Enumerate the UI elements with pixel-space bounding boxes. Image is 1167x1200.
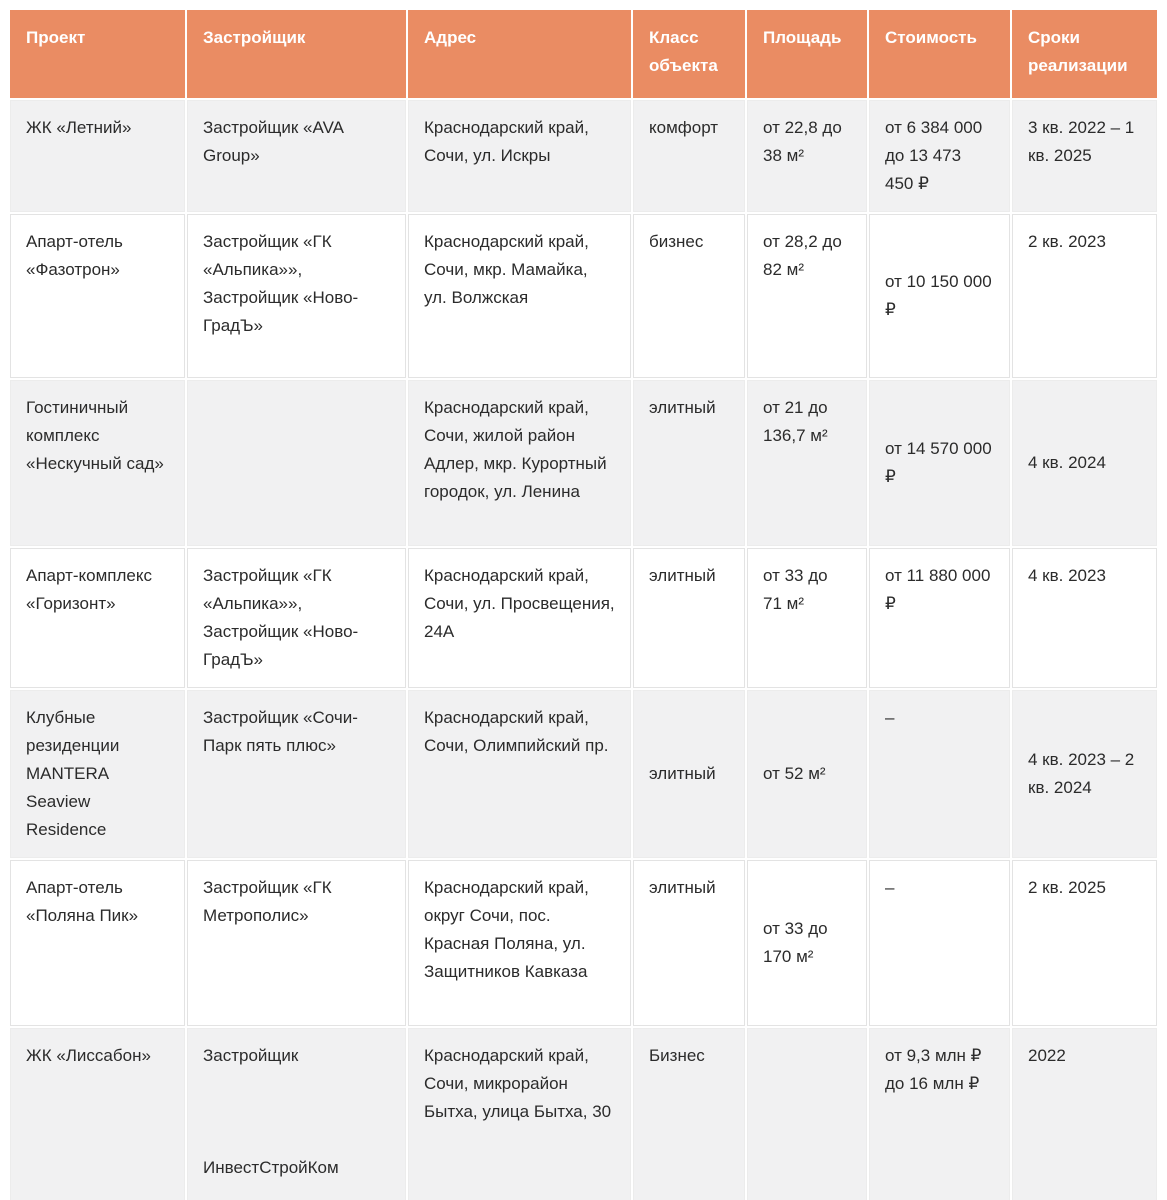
cell-price: – <box>869 690 1010 858</box>
table-row: Гостиничный комплекс «Нескучный сад» Кра… <box>10 380 1157 546</box>
cell-area: от 33 до 71 м² <box>747 548 867 688</box>
cell-price: от 14 570 000 ₽ <box>869 380 1010 546</box>
cell-price: – <box>869 860 1010 1026</box>
cell-area: от 33 до 170 м² <box>747 860 867 1026</box>
col-header-price: Стоимость <box>869 10 1010 98</box>
cell-address: Краснодарский край, Сочи, ул. Искры <box>408 100 631 212</box>
cell-developer: Застройщик «ГК «Альпика»», Застройщик «Н… <box>187 548 406 688</box>
cell-price: от 9,3 млн ₽ до 16 млн ₽ <box>869 1028 1010 1200</box>
cell-developer: Застройщик «ГК Метрополис» <box>187 860 406 1026</box>
cell-address: Краснодарский край, Сочи, Олимпийский пр… <box>408 690 631 858</box>
col-header-project: Проект <box>10 10 185 98</box>
cell-project: ЖК «Лиссабон» <box>10 1028 185 1200</box>
col-header-area: Площадь <box>747 10 867 98</box>
cell-price: от 11 880 000 ₽ <box>869 548 1010 688</box>
cell-timeline: 2 кв. 2025 <box>1012 860 1157 1026</box>
cell-project: ЖК «Летний» <box>10 100 185 212</box>
header-row: Проект Застройщик Адрес Класс объекта Пл… <box>10 10 1157 98</box>
col-header-object-class: Класс объекта <box>633 10 745 98</box>
col-header-timeline: Сроки реализации <box>1012 10 1157 98</box>
cell-object-class: элитный <box>633 860 745 1026</box>
col-header-developer: Застройщик <box>187 10 406 98</box>
cell-price: от 6 384 000 до 13 473 450 ₽ <box>869 100 1010 212</box>
table-row: ЖК «Летний» Застройщик «AVA Group» Красн… <box>10 100 1157 212</box>
cell-timeline: 4 кв. 2024 <box>1012 380 1157 546</box>
cell-project: Апарт-отель «Фазотрон» <box>10 214 185 378</box>
cell-developer: Застройщик «Сочи-Парк пять плюс» <box>187 690 406 858</box>
table-row: Апарт-отель «Поляна Пик» Застройщик «ГК … <box>10 860 1157 1026</box>
cell-timeline: 4 кв. 2023 – 2 кв. 2024 <box>1012 690 1157 858</box>
cell-address: Краснодарский край, Сочи, микрорайон Быт… <box>408 1028 631 1200</box>
cell-object-class: Бизнес <box>633 1028 745 1200</box>
cell-area: от 28,2 до 82 м² <box>747 214 867 378</box>
cell-developer: Застройщик ИнвестСтройКом <box>187 1028 406 1200</box>
cell-project: Гостиничный комплекс «Нескучный сад» <box>10 380 185 546</box>
cell-address: Краснодарский край, округ Сочи, пос. Кра… <box>408 860 631 1026</box>
cell-object-class: элитный <box>633 380 745 546</box>
table-row: ЖК «Лиссабон» Застройщик ИнвестСтройКом … <box>10 1028 1157 1200</box>
cell-address: Краснодарский край, Сочи, ул. Просвещени… <box>408 548 631 688</box>
cell-price: от 10 150 000 ₽ <box>869 214 1010 378</box>
cell-object-class: бизнес <box>633 214 745 378</box>
table-row: Апарт-отель «Фазотрон» Застройщик «ГК «А… <box>10 214 1157 378</box>
projects-table: Проект Застройщик Адрес Класс объекта Пл… <box>8 8 1159 1200</box>
cell-project: Клубные резиденции MANTERA Seaview Resid… <box>10 690 185 858</box>
cell-timeline: 2022 <box>1012 1028 1157 1200</box>
cell-area: от 52 м² <box>747 690 867 858</box>
cell-timeline: 3 кв. 2022 – 1 кв. 2025 <box>1012 100 1157 212</box>
cell-object-class: элитный <box>633 548 745 688</box>
cell-developer: Застройщик «ГК «Альпика»», Застройщик «Н… <box>187 214 406 378</box>
cell-area <box>747 1028 867 1200</box>
cell-project: Апарт-отель «Поляна Пик» <box>10 860 185 1026</box>
col-header-address: Адрес <box>408 10 631 98</box>
cell-object-class: комфорт <box>633 100 745 212</box>
cell-timeline: 2 кв. 2023 <box>1012 214 1157 378</box>
cell-area: от 21 до 136,7 м² <box>747 380 867 546</box>
cell-timeline: 4 кв. 2023 <box>1012 548 1157 688</box>
table-row: Апарт-комплекс «Горизонт» Застройщик «ГК… <box>10 548 1157 688</box>
cell-developer <box>187 380 406 546</box>
cell-area: от 22,8 до 38 м² <box>747 100 867 212</box>
table-row: Клубные резиденции MANTERA Seaview Resid… <box>10 690 1157 858</box>
cell-address: Краснодарский край, Сочи, мкр. Мамайка, … <box>408 214 631 378</box>
cell-developer: Застройщик «AVA Group» <box>187 100 406 212</box>
cell-address: Краснодарский край, Сочи, жилой район Ад… <box>408 380 631 546</box>
cell-object-class: элитный <box>633 690 745 858</box>
cell-project: Апарт-комплекс «Горизонт» <box>10 548 185 688</box>
